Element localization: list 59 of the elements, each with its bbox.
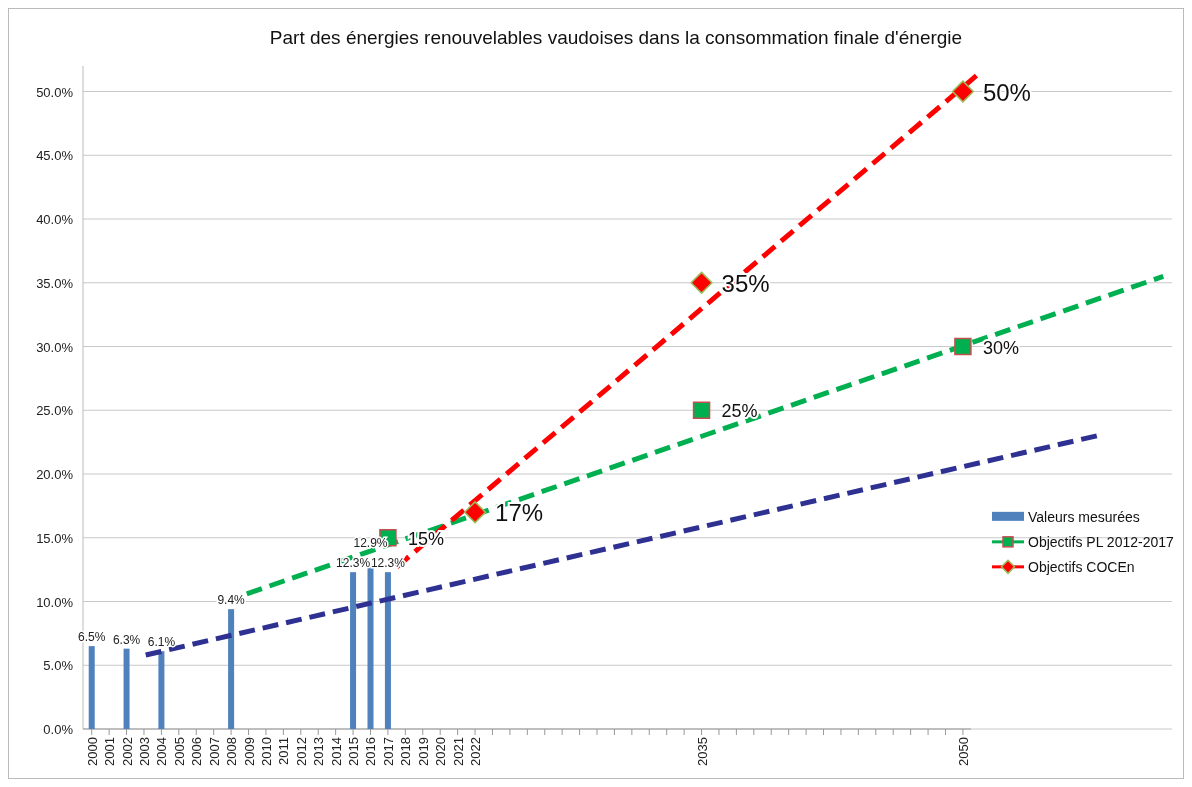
x-tick-label: 2000 — [84, 737, 100, 766]
x-tick-label: 2001 — [102, 737, 118, 766]
y-tick-label: 35.0% — [36, 275, 74, 291]
y-tick-label: 20.0% — [36, 467, 74, 482]
data-label: 17% — [495, 499, 544, 527]
y-tick-label: 0.0% — [43, 722, 74, 737]
bar — [158, 651, 165, 729]
x-tick-label: 2009 — [241, 737, 257, 766]
x-tick-label: 2007 — [206, 737, 222, 766]
y-tick-label: 15.0% — [36, 530, 74, 546]
chart-title: Part des énergies renouvelables vaudoises dans la consommation finale d'énergie — [269, 27, 963, 48]
x-tick-label: 2014 — [328, 737, 344, 766]
point — [954, 337, 972, 356]
bar — [88, 646, 95, 729]
y-tick-label: 40.0% — [36, 212, 74, 227]
data-label: 50% — [982, 78, 1031, 106]
point — [463, 501, 487, 524]
x-tick-label: 2013 — [311, 737, 327, 766]
x-tick-label: 2035 — [694, 737, 710, 766]
bar — [384, 572, 391, 729]
x-tick-label: 2022 — [468, 737, 484, 766]
x-tick-label: 2020 — [433, 737, 449, 766]
y-tick-label: 10.0% — [36, 594, 74, 610]
x-tick-label: 2011 — [276, 737, 292, 765]
x-tick-label: 2010 — [258, 737, 274, 766]
x-tick-label: 2016 — [363, 737, 379, 766]
legend-label: Objectifs COCEn — [1028, 558, 1135, 575]
y-tick-label: 30.0% — [36, 339, 74, 355]
x-tick-label: 2012 — [293, 737, 309, 766]
bar — [123, 648, 130, 729]
y-tick-label: 5.0% — [43, 658, 74, 674]
data-label: 30% — [982, 337, 1019, 358]
bar — [228, 609, 235, 729]
data-label: 6.1% — [147, 635, 176, 650]
data-label: 6.3% — [112, 632, 141, 647]
x-tick-label: 2008 — [224, 737, 240, 766]
x-tick-label: 2017 — [380, 737, 396, 766]
x-tick-label: 2002 — [119, 737, 135, 766]
data-label: 6.5% — [78, 630, 106, 645]
legend-label: Valeurs mesurées — [1028, 508, 1140, 525]
x-tick-label: 2004 — [154, 737, 170, 766]
y-tick-label: 25.0% — [36, 403, 74, 419]
x-tick-label: 2006 — [189, 737, 205, 766]
point — [951, 80, 975, 103]
x-tick-label: 2021 — [450, 737, 466, 766]
x-tick-label: 2015 — [346, 737, 362, 766]
data-label: 25% — [721, 401, 758, 422]
data-label: 9.4% — [217, 593, 246, 608]
y-tick-label: 45.0% — [36, 148, 74, 164]
bar — [350, 572, 357, 729]
point — [692, 401, 711, 419]
y-tick-label: 50.0% — [36, 84, 74, 100]
x-tick-label: 2005 — [171, 737, 187, 766]
x-tick-label: 2018 — [398, 737, 414, 766]
x-tick-label: 2003 — [136, 737, 152, 766]
point — [690, 271, 713, 294]
x-tick-label: 2019 — [415, 737, 431, 766]
legend-label: Objectifs PL 2012-2017 — [1028, 533, 1175, 550]
x-tick-label: 2050 — [955, 737, 971, 766]
